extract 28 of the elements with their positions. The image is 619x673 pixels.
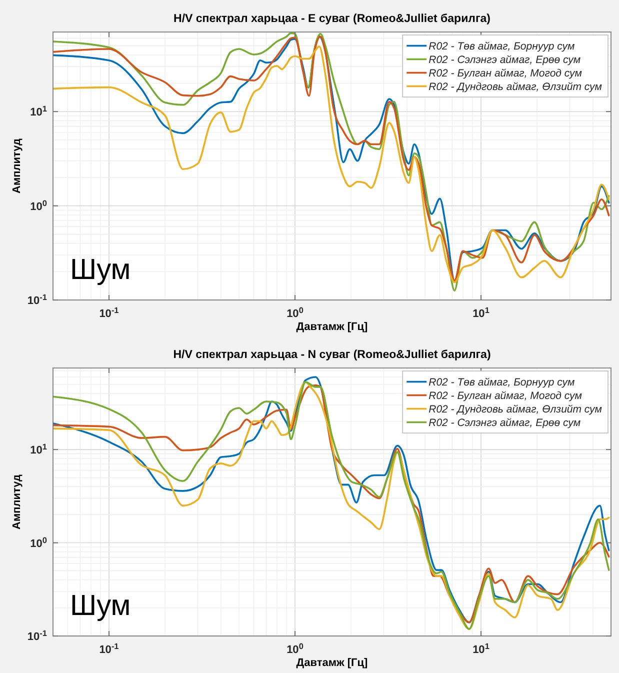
x-tick-label: 10$^{1}$ bbox=[472, 306, 490, 320]
y-axis-title: Амплитуд bbox=[11, 474, 23, 530]
legend-label: R02 - Дундговь аймаг, Өлзийт сум bbox=[428, 404, 602, 416]
y-tick-label: 10$^{-1}$ bbox=[27, 292, 48, 307]
x-tick-label: 10$^{0}$ bbox=[286, 642, 304, 656]
annotation: Шум bbox=[70, 590, 131, 622]
x-axis-title: Давтамж [Гц] bbox=[296, 321, 368, 333]
y-tick-label: 10$^{-1}$ bbox=[27, 628, 48, 643]
legend-label: R02 - Булган аймаг, Могод сум bbox=[428, 390, 582, 402]
x-tick-label: 10$^{-1}$ bbox=[99, 306, 120, 320]
legend-label: R02 - Дундговь аймаг, Өлзийт сум bbox=[428, 81, 602, 94]
legend-label: R02 - Сэлэнгэ аймаг, Ерөө сум bbox=[428, 54, 581, 66]
x-axis-title: Давтамж [Гц] bbox=[296, 657, 368, 669]
y-tick-label: 10$^{1}$ bbox=[30, 104, 48, 119]
x-tick-label: 10$^{1}$ bbox=[472, 642, 490, 656]
y-tick-label: 10$^{0}$ bbox=[30, 198, 48, 213]
legend-label: R02 - Төв аймаг, Борнуур сум bbox=[428, 40, 575, 53]
x-tick-label: 10$^{0}$ bbox=[286, 306, 304, 320]
legend-label: R02 - Булган аймаг, Могод сум bbox=[428, 68, 582, 80]
x-tick-label: 10$^{-1}$ bbox=[99, 642, 120, 656]
legend-label: R02 - Сэлэнгэ аймаг, Ерөө сум bbox=[428, 417, 581, 430]
chart-title: H/V спектрал харьцаа - E суваг (Romeo&Julliet барилга) bbox=[174, 13, 491, 25]
legend-label: R02 - Төв аймаг, Борнуур сум bbox=[428, 376, 575, 389]
y-axis-title: Амплитуд bbox=[11, 138, 23, 194]
chart-title: H/V спектрал харьцаа - N суваг (Romeo&Julliet барилга) bbox=[173, 349, 491, 361]
y-tick-label: 10$^{1}$ bbox=[30, 442, 48, 457]
annotation: Шум bbox=[70, 254, 131, 286]
y-tick-label: 10$^{0}$ bbox=[30, 535, 48, 550]
